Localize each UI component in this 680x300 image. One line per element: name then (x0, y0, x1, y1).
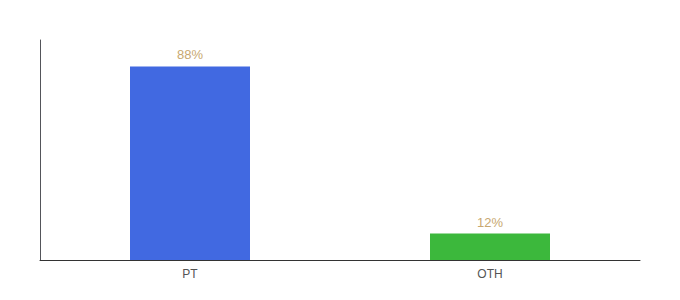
svg-text:OTH: OTH (477, 267, 502, 281)
svg-text:12%: 12% (477, 215, 503, 230)
svg-text:PT: PT (182, 267, 198, 281)
svg-text:88%: 88% (177, 47, 203, 62)
